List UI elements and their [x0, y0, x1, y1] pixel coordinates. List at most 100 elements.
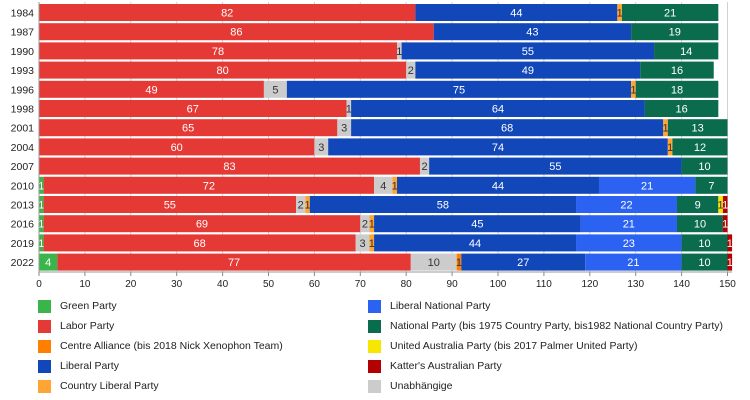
data-label-2022-independent: 10: [428, 257, 440, 269]
legend-swatch-united-australia: [368, 339, 381, 353]
x-tick-label-30: 30: [171, 279, 183, 290]
data-label-1984-liberal: 44: [510, 8, 522, 20]
y-tick-label-1987: 1987: [11, 27, 35, 39]
legend-swatch-labor: [38, 319, 51, 333]
data-label-2004-country-liberal-b: 1: [667, 142, 673, 154]
data-label-2010-independent: 4: [380, 180, 386, 192]
y-tick-label-2001: 2001: [11, 123, 35, 135]
y-tick-label-1984: 1984: [11, 8, 35, 20]
bar-2010-liberal: [397, 176, 599, 194]
y-tick-label-1993: 1993: [11, 65, 35, 77]
legend-item-liberal: Liberal Party: [38, 358, 119, 374]
data-label-2004-national: 12: [694, 142, 706, 154]
x-tick-label-120: 120: [581, 279, 598, 290]
data-label-1984-national: 21: [664, 8, 676, 20]
bar-1993-liberal: [415, 61, 641, 79]
x-tick-label-70: 70: [355, 279, 367, 290]
data-label-2013-independent: 2: [298, 200, 304, 212]
data-label-2010-national: 7: [708, 180, 714, 192]
bar-2013-labor: [43, 196, 297, 213]
data-label-1993-national: 16: [671, 65, 683, 77]
data-label-2019-green: 1: [38, 238, 44, 250]
data-label-2019-liberal-national: 23: [623, 238, 635, 250]
data-label-2004-labor: 60: [171, 142, 183, 154]
data-label-1998-national: 16: [675, 104, 687, 116]
bar-2013-country-liberal: [305, 196, 310, 213]
bar-1993-labor: [39, 61, 407, 79]
bar-2022-katter: [727, 253, 733, 271]
legend-swatch-independent: [368, 379, 381, 393]
legend-item-katter: Katter's Australian Party: [368, 358, 502, 374]
y-tick-label-2019: 2019: [11, 238, 35, 250]
data-label-1993-liberal: 49: [522, 65, 534, 77]
bar-2004-liberal: [328, 138, 668, 156]
bar-1984-national: [621, 4, 719, 21]
data-label-2013-katter: 1: [722, 200, 728, 212]
bar-2019-national: [681, 234, 728, 252]
data-label-1987-national: 19: [669, 27, 681, 39]
bar-1987-labor: [39, 23, 434, 41]
bar-2013-katter: [722, 196, 728, 213]
data-label-2019-labor: 68: [194, 238, 206, 250]
bar-2004-independent: [314, 138, 329, 156]
data-label-2022-national: 10: [698, 257, 710, 269]
bar-2004-country-liberal-b: [667, 138, 673, 156]
data-label-2022-liberal: 27: [517, 257, 529, 269]
data-label-2022-katter: 1: [727, 257, 733, 269]
bar-1996-liberal: [286, 80, 632, 98]
x-tick-label-20: 20: [125, 279, 137, 290]
data-label-1996-labor: 49: [145, 84, 157, 96]
bar-2010-liberal-national: [598, 176, 696, 194]
legend-item-independent: Unabhängige: [368, 378, 452, 394]
legend-swatch-country-liberal: [38, 379, 51, 393]
x-tick-label-0: 0: [36, 279, 42, 290]
bar-2016-labor: [43, 215, 361, 233]
bar-2013-green: [39, 196, 44, 213]
data-label-1996-country-liberal-b: 1: [630, 84, 636, 96]
bar-1998-labor: [39, 100, 347, 117]
bar-2022-independent: [410, 253, 457, 271]
x-tick-label-130: 130: [627, 279, 644, 290]
data-label-2013-liberal-national: 22: [620, 200, 632, 212]
legend-swatch-liberal-national: [368, 299, 381, 313]
bar-2013-liberal: [309, 196, 577, 213]
data-label-1996-national: 18: [671, 84, 683, 96]
bar-2001-national: [667, 119, 728, 137]
bar-1998-national: [644, 100, 719, 117]
y-tick-label-2016: 2016: [11, 219, 35, 231]
data-label-1993-labor: 80: [216, 65, 228, 77]
data-label-2016-green: 1: [38, 219, 44, 231]
legend-swatch-green: [38, 299, 51, 313]
legend-item-centre-alliance: Centre Alliance (bis 2018 Nick Xenophon …: [38, 338, 283, 354]
y-tick-label-1998: 1998: [11, 104, 35, 116]
x-tick-label-10: 10: [79, 279, 91, 290]
data-label-2004-independent: 3: [318, 142, 324, 154]
legend-label-united-australia: United Australia Party (bis 2017 Palmer …: [390, 340, 638, 352]
bar-2010-labor: [43, 176, 375, 194]
data-label-1990-liberal: 55: [522, 46, 534, 58]
y-tick-label-2010: 2010: [11, 180, 35, 192]
data-label-2007-labor: 83: [223, 161, 235, 173]
bar-2016-liberal-national: [580, 215, 678, 233]
data-label-2001-national: 13: [692, 123, 704, 135]
data-label-2010-liberal-national: 21: [641, 180, 653, 192]
legend-item-green: Green Party: [38, 298, 117, 314]
legend: Green Party Labor Party Centre Alliance …: [0, 293, 750, 400]
bar-2019-independent: [355, 234, 370, 252]
data-label-2001-liberal: 68: [501, 123, 513, 135]
data-label-2016-liberal-national: 21: [623, 219, 635, 231]
bar-2022-labor: [57, 253, 411, 271]
data-label-2013-green: 1: [38, 200, 44, 212]
data-label-2010-liberal: 44: [492, 180, 504, 192]
legend-item-labor: Labor Party: [38, 318, 114, 334]
bar-2016-independent: [360, 215, 370, 233]
bar-1996-country-liberal-b: [631, 80, 636, 98]
bar-2019-labor: [43, 234, 356, 252]
data-label-1990-labor: 78: [212, 46, 224, 58]
data-label-2019-country-liberal: 1: [369, 238, 375, 250]
bar-2007-labor: [39, 157, 420, 175]
data-label-1984-country-liberal-b: 1: [617, 8, 623, 20]
bar-2010-national: [695, 176, 728, 194]
x-tick-label-140: 140: [673, 279, 690, 290]
data-label-2010-labor: 72: [203, 180, 215, 192]
